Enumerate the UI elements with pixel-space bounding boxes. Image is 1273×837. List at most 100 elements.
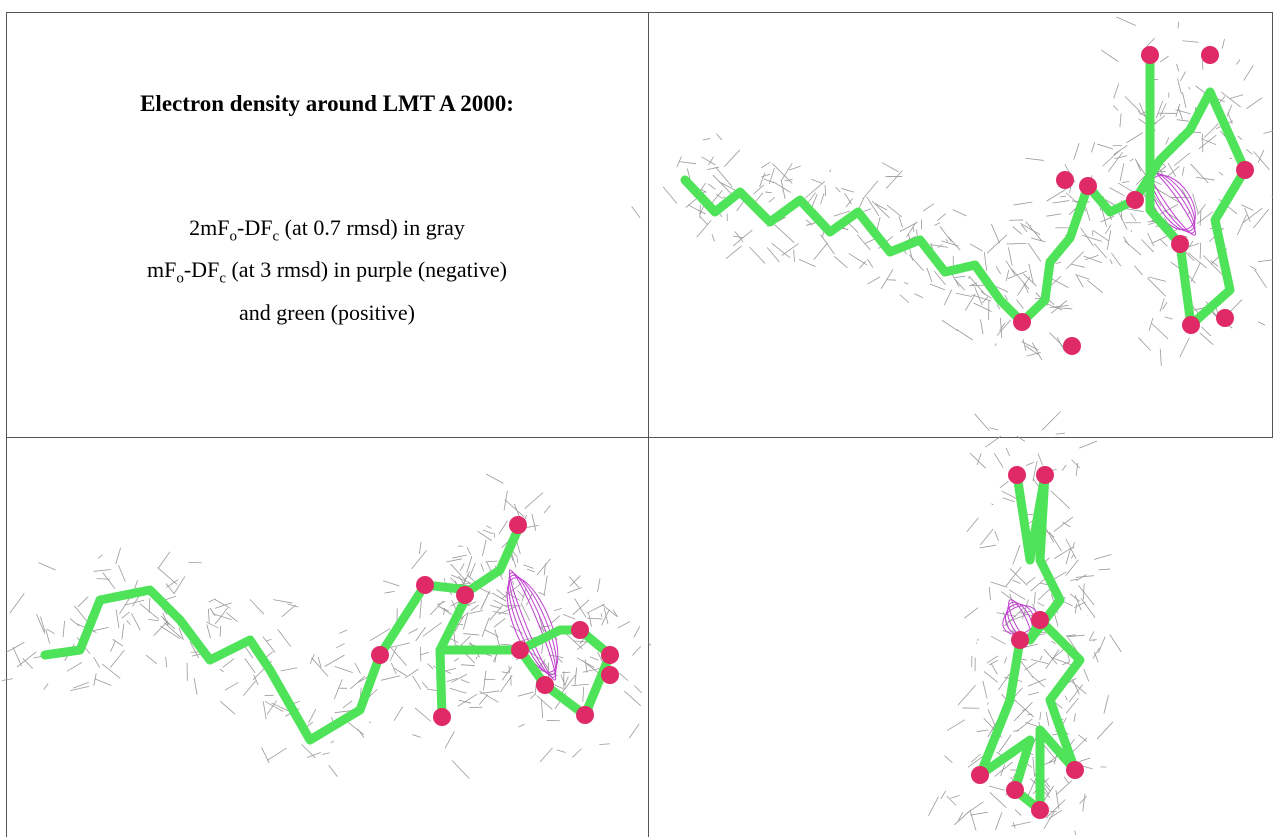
density-mesh [583, 687, 584, 702]
density-mesh [329, 765, 338, 776]
density-mesh [1026, 462, 1034, 465]
density-mesh [970, 453, 986, 468]
density-mesh [339, 630, 347, 633]
density-mesh [527, 569, 535, 572]
density-mesh [308, 709, 315, 723]
density-mesh [632, 206, 640, 218]
density-mesh [1165, 317, 1173, 319]
density-mesh [1118, 183, 1133, 192]
oxygen-atom [1216, 309, 1234, 327]
density-mesh [997, 752, 1002, 755]
density-mesh [1056, 433, 1065, 434]
density-mesh [712, 234, 715, 241]
density-mesh [490, 605, 501, 608]
density-mesh [17, 652, 37, 667]
density-mesh [1054, 517, 1073, 532]
oxygen-atom [1182, 316, 1200, 334]
density-mesh [953, 210, 967, 216]
density-mesh [1219, 172, 1223, 175]
density-mesh [867, 259, 872, 267]
density-mesh [1027, 779, 1036, 798]
density-mesh [1229, 95, 1243, 99]
density-mesh [485, 561, 497, 562]
density-mesh [1110, 188, 1125, 196]
density-mesh [951, 795, 960, 798]
density-mesh [977, 730, 989, 732]
density-mesh [1113, 145, 1127, 154]
density-mesh [335, 666, 353, 672]
density-mesh [585, 660, 587, 673]
density-mesh [927, 268, 932, 282]
density-mesh [209, 599, 216, 602]
density-mesh [1097, 144, 1113, 149]
density-mesh [1056, 262, 1062, 263]
density-mesh [995, 531, 999, 541]
density-mesh [887, 205, 902, 217]
density-mesh [1148, 223, 1154, 225]
density-mesh [1050, 811, 1057, 812]
density-mesh [557, 750, 566, 753]
density-mesh [772, 164, 792, 184]
oxygen-atom [371, 646, 389, 664]
density-mesh [634, 686, 641, 693]
density-mesh [970, 244, 982, 251]
density-mesh [78, 597, 88, 607]
density-mesh [94, 657, 100, 668]
density-mesh [1227, 105, 1232, 117]
density-mesh [1031, 660, 1048, 664]
density-mesh [483, 530, 493, 534]
density-mesh [13, 647, 22, 666]
density-mesh [716, 167, 733, 187]
density-mesh [958, 685, 976, 705]
density-mesh [1197, 204, 1205, 215]
density-mesh [942, 320, 958, 330]
oxygen-atom [1031, 801, 1049, 819]
density-mesh [287, 604, 298, 607]
density-mesh [334, 679, 342, 699]
density-mesh [554, 608, 562, 610]
density-mesh [906, 222, 916, 237]
density-mesh [947, 720, 965, 731]
density-mesh [944, 756, 952, 763]
oxygen-atom [1031, 611, 1049, 629]
density-mesh [223, 659, 235, 668]
density-mesh [428, 664, 434, 669]
density-mesh [1189, 87, 1190, 89]
density-mesh [989, 786, 1005, 790]
density-mesh [486, 526, 491, 529]
density-mesh [479, 695, 488, 705]
oxygen-atom [1236, 161, 1254, 179]
density-mesh [882, 163, 899, 173]
density-mesh [542, 643, 543, 653]
oxygen-atom [1066, 761, 1084, 779]
density-mesh [1182, 41, 1198, 42]
density-mesh [1009, 590, 1025, 600]
density-mesh [619, 673, 628, 681]
density-mesh [1030, 225, 1031, 226]
density-mesh [1013, 731, 1019, 732]
density-mesh [476, 656, 478, 659]
density-mesh [716, 134, 721, 140]
density-mesh [1087, 280, 1102, 293]
density-mesh [1006, 567, 1021, 586]
density-mesh [1188, 253, 1207, 269]
density-mesh [1237, 60, 1240, 65]
density-mesh [208, 609, 209, 623]
density-mesh [1078, 585, 1094, 605]
density-mesh [1086, 208, 1090, 221]
density-mesh [390, 647, 397, 661]
density-mesh [385, 591, 395, 593]
density-mesh [914, 294, 922, 298]
density-mesh [1003, 498, 1015, 502]
density-mesh [1174, 153, 1190, 166]
density-mesh [1006, 243, 1026, 244]
density-mesh [1028, 692, 1039, 695]
density-mesh [1076, 575, 1086, 581]
density-mesh [1001, 765, 1005, 776]
density-mesh [774, 225, 794, 243]
density-mesh [934, 223, 940, 226]
density-mesh [484, 671, 486, 691]
density-mesh [281, 668, 298, 671]
density-mesh [267, 748, 286, 761]
density-mesh [781, 180, 785, 199]
